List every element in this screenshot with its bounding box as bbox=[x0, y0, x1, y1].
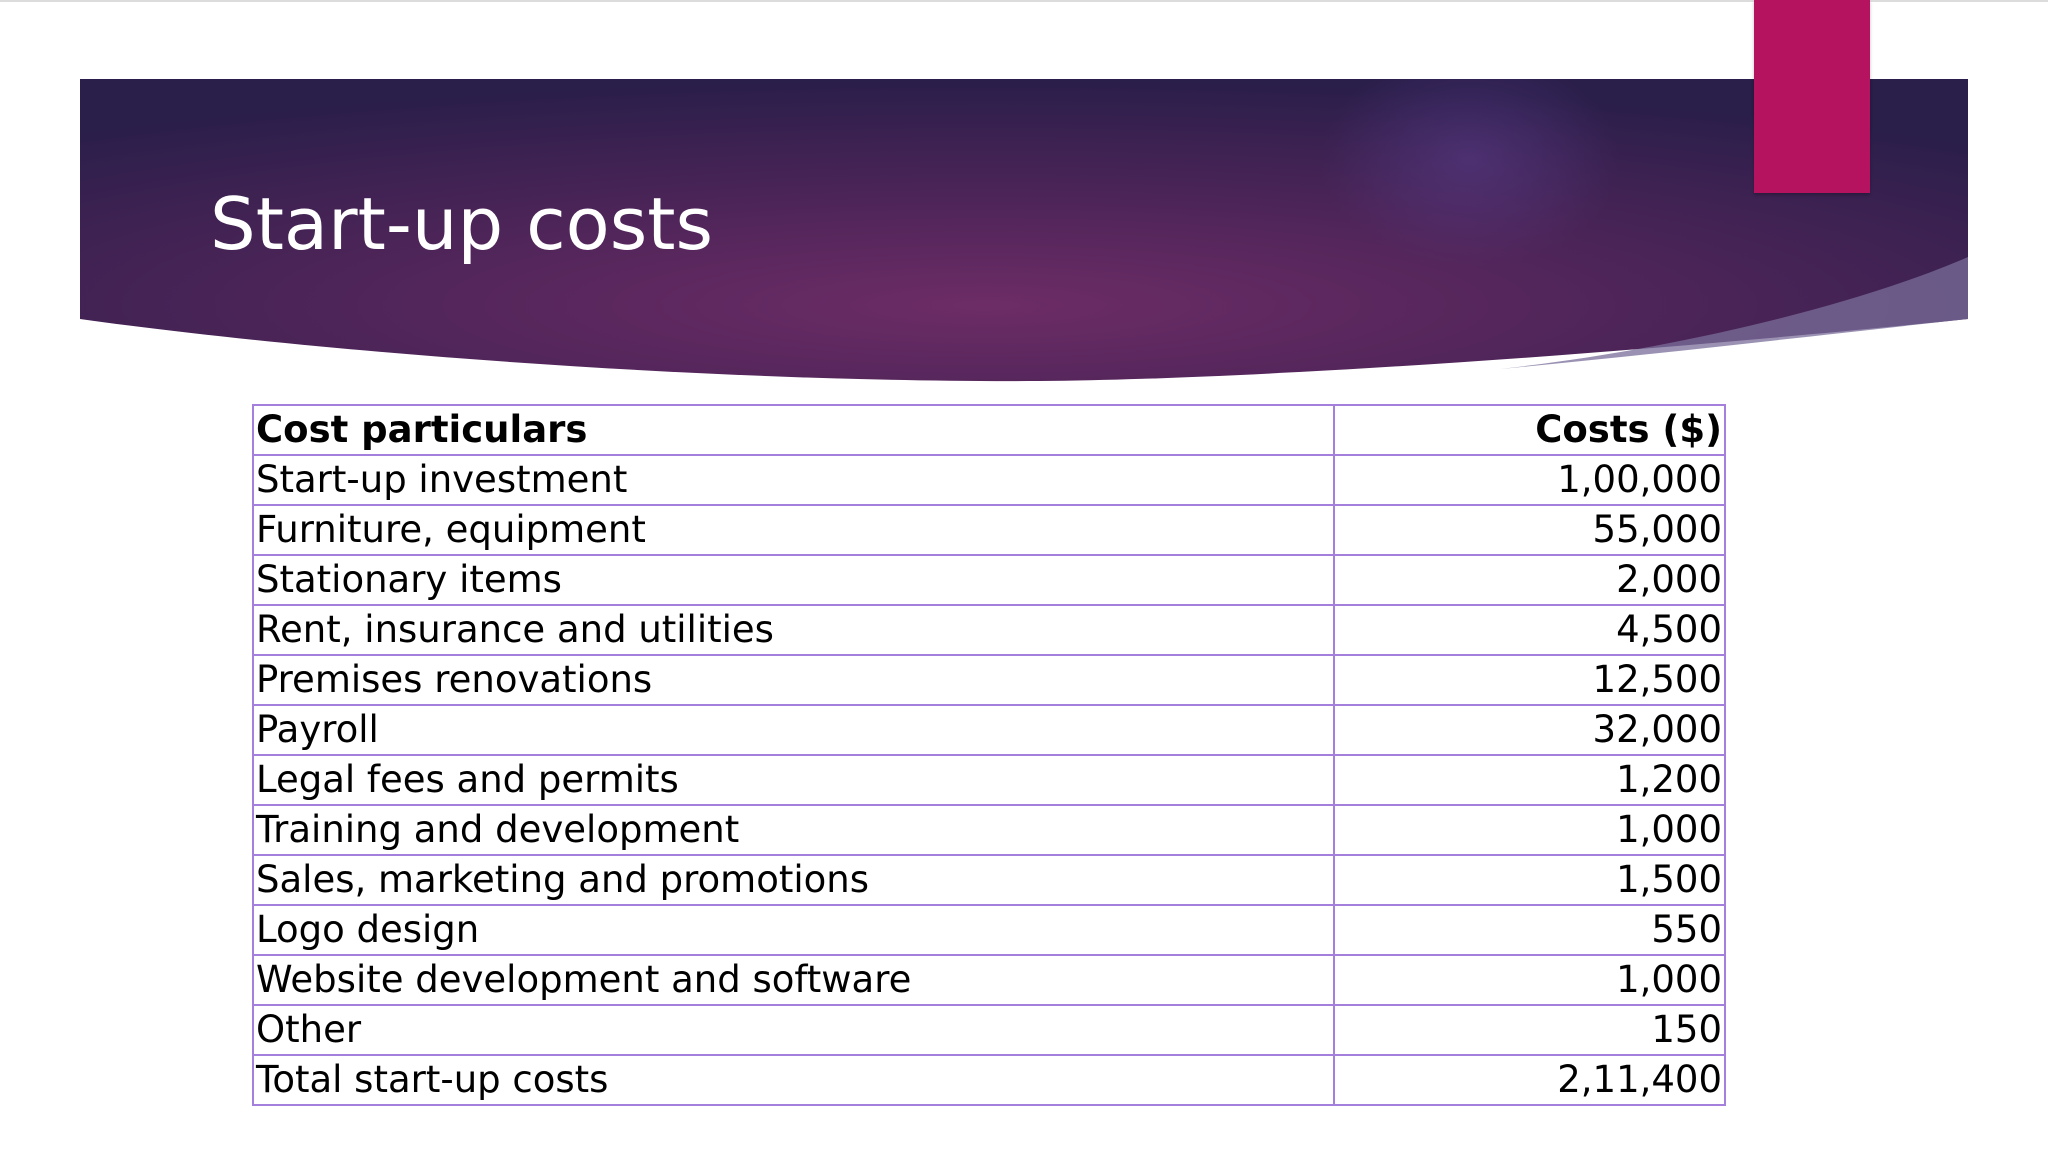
header-cost-particulars: Cost particulars bbox=[252, 404, 1335, 456]
row-label: Start-up investment bbox=[252, 454, 1335, 506]
table-row: Stationary items 2,000 bbox=[252, 554, 1726, 606]
row-label: Website development and software bbox=[252, 954, 1335, 1006]
row-cost: 1,200 bbox=[1333, 754, 1726, 806]
row-cost: 32,000 bbox=[1333, 704, 1726, 756]
table-row: Logo design 550 bbox=[252, 904, 1726, 956]
row-label: Rent, insurance and utilities bbox=[252, 604, 1335, 656]
row-label: Legal fees and permits bbox=[252, 754, 1335, 806]
table-row: Sales, marketing and promotions 1,500 bbox=[252, 854, 1726, 906]
row-cost: 1,000 bbox=[1333, 954, 1726, 1006]
accent-tab bbox=[1754, 0, 1870, 193]
total-cost: 2,11,400 bbox=[1333, 1054, 1726, 1106]
table-row: Furniture, equipment 55,000 bbox=[252, 504, 1726, 556]
row-label: Other bbox=[252, 1004, 1335, 1056]
table-row: Training and development 1,000 bbox=[252, 804, 1726, 856]
window-top-border bbox=[0, 0, 2048, 2]
row-label: Training and development bbox=[252, 804, 1335, 856]
row-cost: 12,500 bbox=[1333, 654, 1726, 706]
slide-title: Start-up costs bbox=[210, 182, 713, 266]
row-cost: 1,00,000 bbox=[1333, 454, 1726, 506]
row-cost: 1,000 bbox=[1333, 804, 1726, 856]
table-row: Start-up investment 1,00,000 bbox=[252, 454, 1726, 506]
row-label: Stationary items bbox=[252, 554, 1335, 606]
header-costs: Costs ($) bbox=[1333, 404, 1726, 456]
startup-costs-table: Cost particulars Costs ($) Start-up inve… bbox=[252, 404, 1726, 1106]
table-row: Rent, insurance and utilities 4,500 bbox=[252, 604, 1726, 656]
row-label: Logo design bbox=[252, 904, 1335, 956]
row-cost: 55,000 bbox=[1333, 504, 1726, 556]
table-row: Website development and software 1,000 bbox=[252, 954, 1726, 1006]
row-label: Premises renovations bbox=[252, 654, 1335, 706]
table-row: Payroll 32,000 bbox=[252, 704, 1726, 756]
row-cost: 4,500 bbox=[1333, 604, 1726, 656]
total-row: Total start-up costs 2,11,400 bbox=[252, 1054, 1726, 1106]
row-label: Furniture, equipment bbox=[252, 504, 1335, 556]
row-label: Sales, marketing and promotions bbox=[252, 854, 1335, 906]
row-cost: 550 bbox=[1333, 904, 1726, 956]
row-cost: 1,500 bbox=[1333, 854, 1726, 906]
row-cost: 150 bbox=[1333, 1004, 1726, 1056]
row-label: Payroll bbox=[252, 704, 1335, 756]
table-row: Other 150 bbox=[252, 1004, 1726, 1056]
table-row: Legal fees and permits 1,200 bbox=[252, 754, 1726, 806]
row-cost: 2,000 bbox=[1333, 554, 1726, 606]
total-label: Total start-up costs bbox=[252, 1054, 1335, 1106]
table-row: Premises renovations 12,500 bbox=[252, 654, 1726, 706]
table-header-row: Cost particulars Costs ($) bbox=[252, 404, 1726, 456]
title-banner bbox=[80, 79, 1968, 384]
